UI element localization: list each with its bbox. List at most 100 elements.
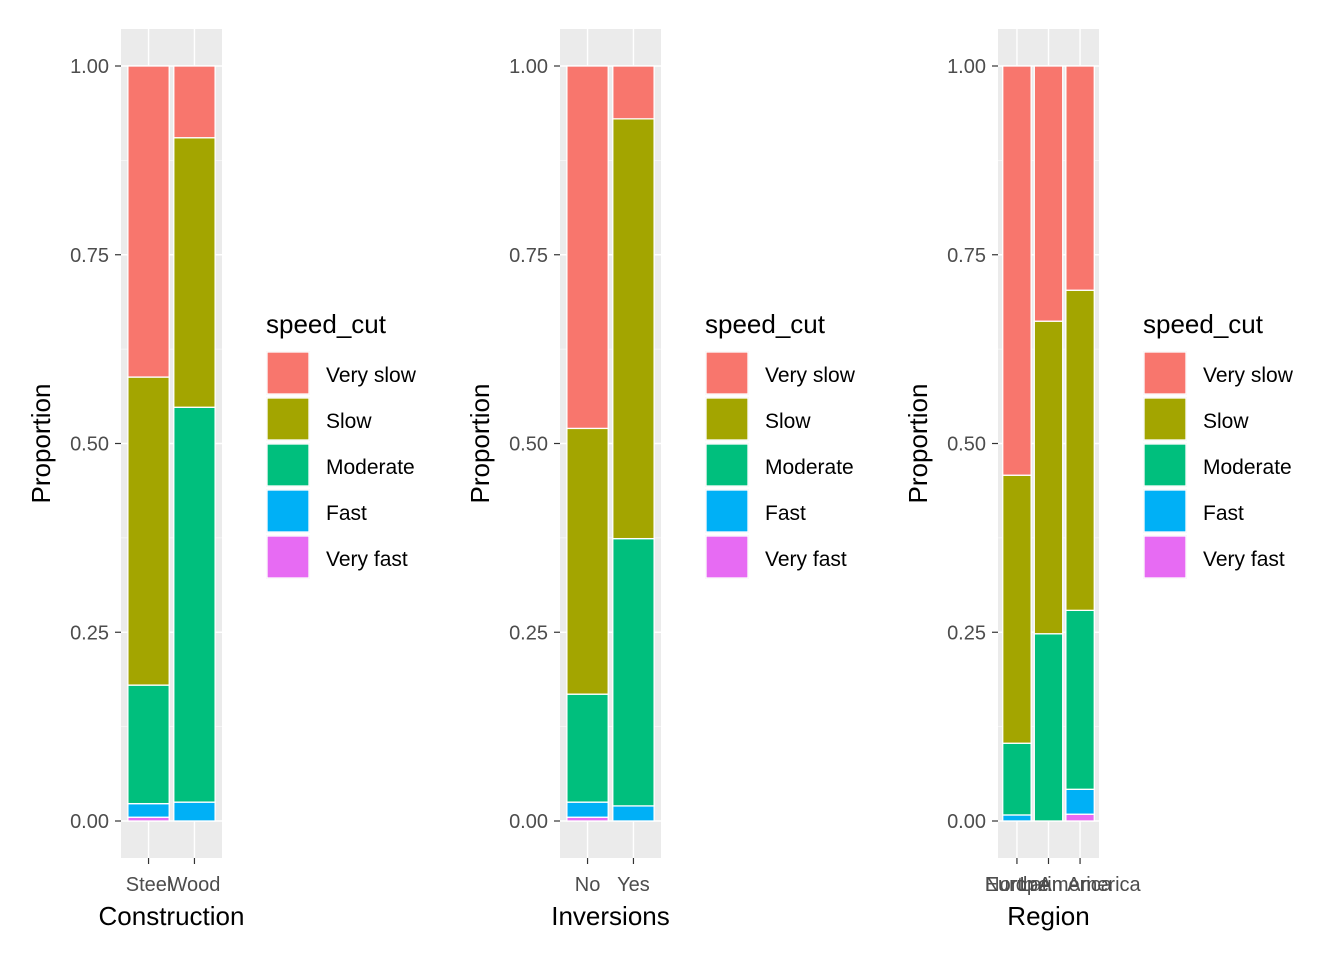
bar-segment-very-slow <box>127 65 170 378</box>
facet-2: 0.00 0.25 0.50 0.75 1.00 No Yes Inversions Propo… <box>465 29 856 931</box>
bar-segment-very-slow <box>1033 65 1064 322</box>
bar-segment-slow <box>566 427 609 695</box>
bar-stack-wood <box>173 65 216 822</box>
bar-segment-fast <box>612 805 655 822</box>
legend-label: Fast <box>1203 502 1244 525</box>
x-tick-label: Europe <box>985 874 1050 896</box>
y-tick-label: 0.25 <box>509 622 548 644</box>
legend-label: Moderate <box>326 456 415 479</box>
bar-segment-slow <box>1065 289 1095 612</box>
legend-label: Moderate <box>1203 456 1292 479</box>
y-tick-label: 0.75 <box>947 245 986 267</box>
y-axis-title: Proportion <box>26 384 56 504</box>
bar-segment-very-slow <box>566 65 609 430</box>
bar-segment-very-slow <box>173 65 216 139</box>
legend-color-swatch <box>1143 535 1187 579</box>
legend-label: Very fast <box>1203 548 1285 571</box>
bar-stack-steel <box>127 65 170 822</box>
bar-segment-fast <box>566 801 609 818</box>
bar-segment-slow <box>173 137 216 408</box>
bar-segment-very-fast <box>1065 813 1095 822</box>
legend-color-swatch <box>1143 351 1187 395</box>
y-tick-label: 0.75 <box>70 245 109 267</box>
legend-color-swatch <box>266 443 310 487</box>
bar-stack-latin-america <box>1065 65 1095 822</box>
bar-segment-moderate <box>127 684 170 805</box>
legend-label: Fast <box>326 502 367 525</box>
legend-color-swatch <box>266 397 310 441</box>
legend-item: Fast <box>1143 489 1244 533</box>
x-tick-label: North America <box>985 874 1113 896</box>
legend-label: Very fast <box>765 548 847 571</box>
y-axis-title: Proportion <box>903 384 933 504</box>
bar-segment-fast <box>173 801 216 822</box>
y-tick-label: 0.00 <box>947 811 986 833</box>
y-tick-label: 0.25 <box>947 622 986 644</box>
legend-color-swatch <box>705 535 749 579</box>
x-tick-label: Steel <box>126 874 172 896</box>
legend-item: Slow <box>705 397 811 441</box>
y-tick-label: 0.25 <box>70 622 109 644</box>
legend-color-swatch <box>705 443 749 487</box>
bar-segment-fast <box>1065 788 1095 815</box>
legend-label: Very fast <box>326 548 408 571</box>
y-tick-label: 1.00 <box>70 56 109 78</box>
legend-label: Fast <box>765 502 806 525</box>
legend-item: Slow <box>266 397 372 441</box>
legend-item: Moderate <box>705 443 854 487</box>
legend: speed_cut Very slow Slow Moderate Fast Very f… <box>266 309 417 579</box>
bar-segment-moderate <box>1002 742 1032 816</box>
x-axis-title: Region <box>1007 901 1089 931</box>
legend-item: Very fast <box>1143 535 1285 579</box>
legend-color-swatch <box>266 489 310 533</box>
bar-segment-slow <box>612 118 655 540</box>
x-tick-label: Wood <box>169 874 221 896</box>
bar-segment-very-slow <box>1002 65 1032 476</box>
legend-title: speed_cut <box>266 309 387 339</box>
legend-color-swatch <box>1143 443 1187 487</box>
legend-item: Very slow <box>266 351 417 395</box>
bar-segment-very-slow <box>1065 65 1095 291</box>
legend-color-swatch <box>705 351 749 395</box>
bar-segment-fast <box>1002 814 1032 822</box>
bar-stack-north-america <box>1033 65 1064 822</box>
bar-segment-moderate <box>173 406 216 803</box>
legend-color-swatch <box>1143 397 1187 441</box>
y-tick-label: 0.50 <box>70 434 109 456</box>
legend-item: Moderate <box>266 443 415 487</box>
legend-item: Very slow <box>1143 351 1294 395</box>
legend-color-swatch <box>266 535 310 579</box>
bar-segment-slow <box>127 376 170 686</box>
legend-color-swatch <box>1143 489 1187 533</box>
bar-stack-no <box>566 65 609 822</box>
legend-title: speed_cut <box>705 309 826 339</box>
legend-label: Very slow <box>1203 364 1294 387</box>
y-axis-title: Proportion <box>465 384 495 504</box>
y-tick-label: 0.75 <box>509 245 548 267</box>
legend-item: Very fast <box>266 535 408 579</box>
bar-segment-very-slow <box>612 65 655 120</box>
legend-item: Fast <box>266 489 367 533</box>
x-tick-label: No <box>575 874 601 896</box>
y-tick-label: 0.50 <box>947 434 986 456</box>
bar-segment-slow <box>1002 474 1032 744</box>
legend-label: Slow <box>1203 410 1249 433</box>
x-tick-label: Latin America <box>1019 874 1141 896</box>
bar-segment-moderate <box>1033 633 1064 822</box>
legend-item: Moderate <box>1143 443 1292 487</box>
legend-color-swatch <box>266 351 310 395</box>
legend-label: Very slow <box>765 364 856 387</box>
y-tick-label: 0.00 <box>509 811 548 833</box>
legend-label: Slow <box>765 410 811 433</box>
x-axis-title: Construction <box>99 901 245 931</box>
legend-label: Moderate <box>765 456 854 479</box>
bar-segment-moderate <box>1065 609 1095 790</box>
bar-stack-yes <box>612 65 655 822</box>
y-tick-label: 0.00 <box>70 811 109 833</box>
bar-segment-moderate <box>566 693 609 803</box>
legend-item: Very fast <box>705 535 847 579</box>
legend-label: Slow <box>326 410 372 433</box>
